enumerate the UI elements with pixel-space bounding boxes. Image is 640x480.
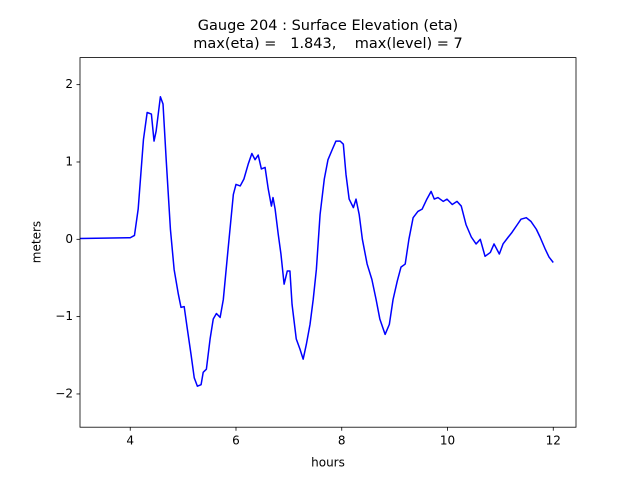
- x-tick-label: 4: [126, 434, 134, 448]
- y-axis-label: meters: [30, 221, 44, 263]
- x-axis-label: hours: [311, 456, 345, 470]
- y-tick-label: 0: [65, 232, 73, 246]
- y-tick-label: −2: [55, 386, 73, 400]
- plot-frame: [79, 57, 577, 428]
- x-tick-label: 8: [338, 434, 346, 448]
- x-tick-label: 10: [440, 434, 455, 448]
- y-tick-label: 2: [65, 77, 73, 91]
- chart-title: Gauge 204 : Surface Elevation (eta): [198, 18, 458, 34]
- x-tick-label: 12: [546, 434, 561, 448]
- chart-subtitle: max(eta) = 1.843, max(level) = 7: [193, 36, 463, 52]
- x-tick-label: 6: [232, 434, 240, 448]
- y-tick-label: −1: [55, 309, 73, 323]
- data-line: [79, 96, 554, 387]
- y-tick-label: 1: [65, 154, 73, 168]
